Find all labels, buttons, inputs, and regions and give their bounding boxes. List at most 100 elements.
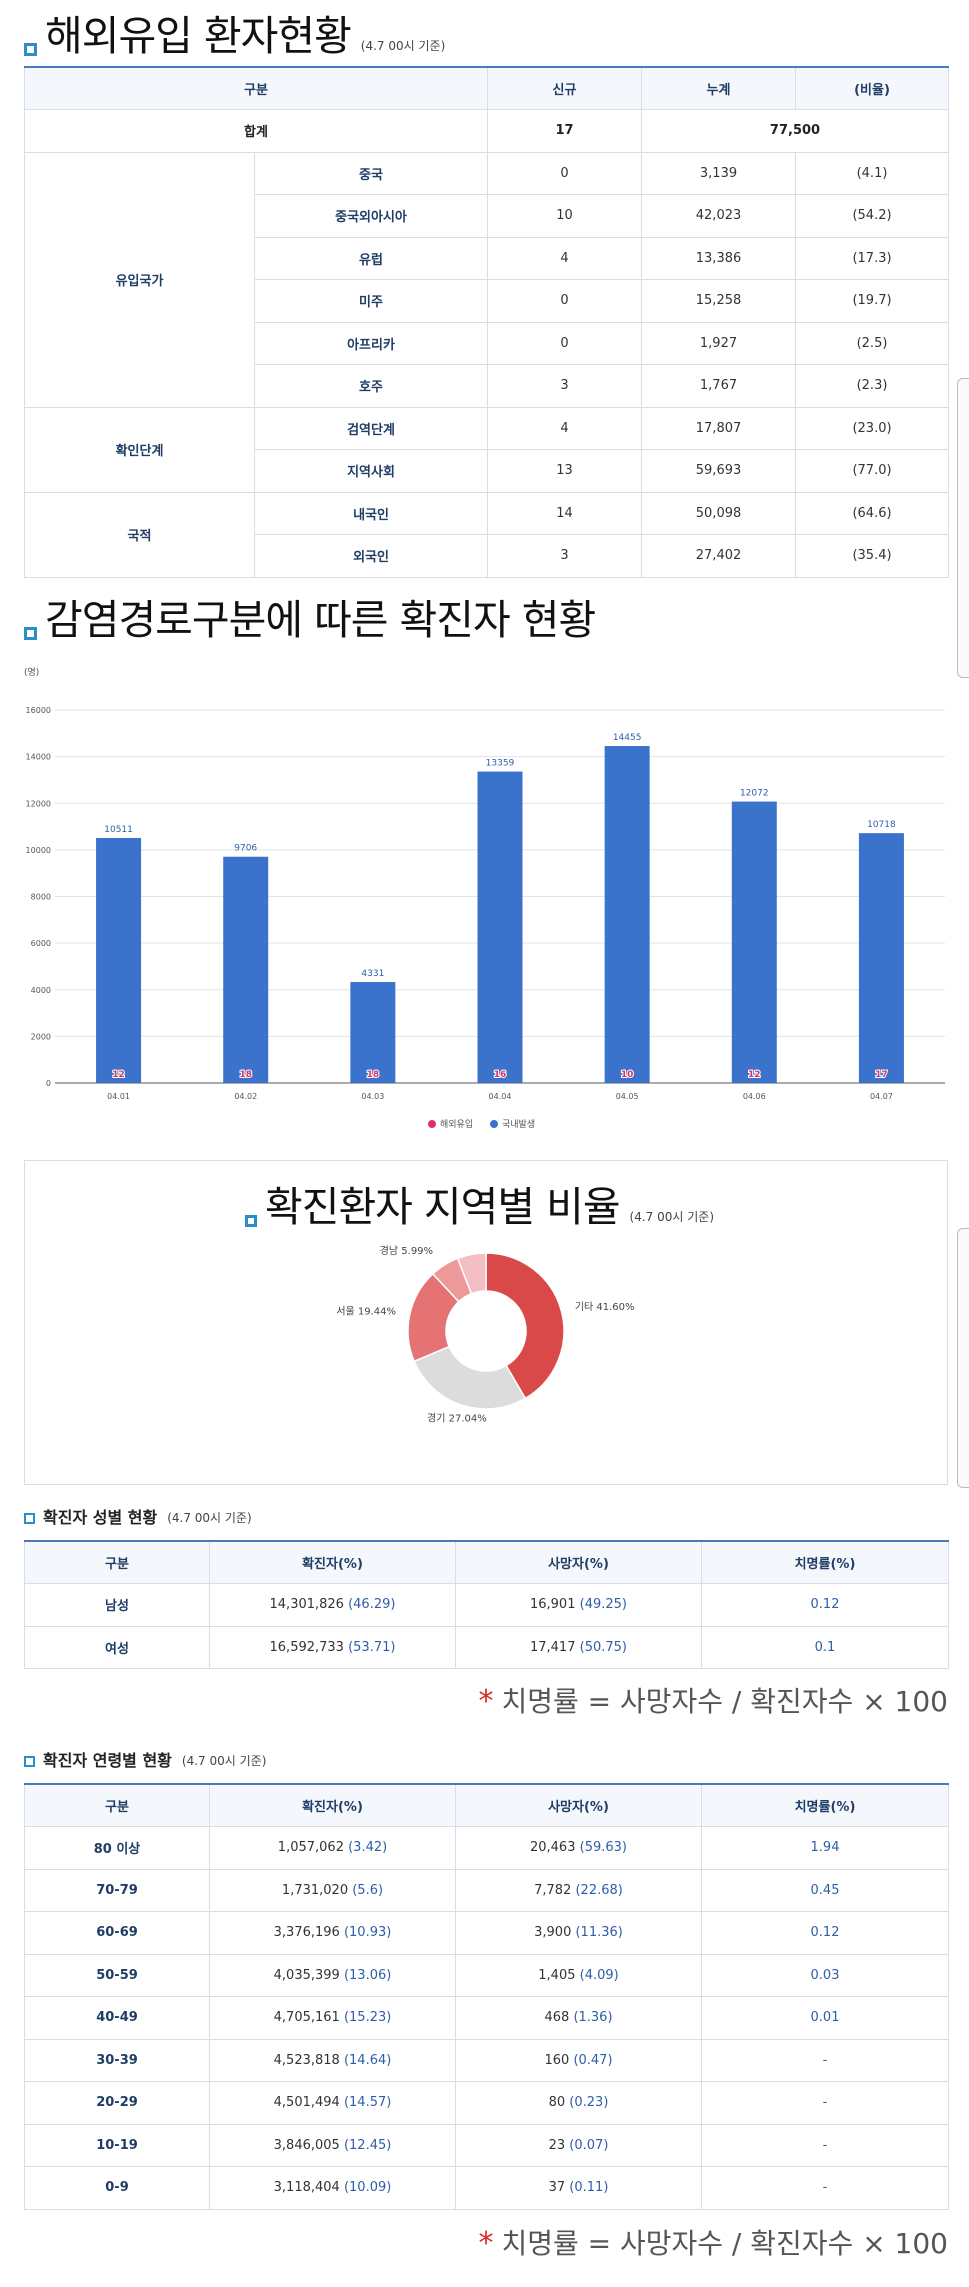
- legend-overseas-label: 해외유입: [440, 1118, 473, 1130]
- table-row: 70-79 1,731,020 (5.6) 7,782 (22.68) 0.45: [24, 1868, 949, 1912]
- legend-domestic-label: 국내발생: [502, 1119, 535, 1130]
- row-label: 80 이상: [24, 1826, 210, 1870]
- y-tick-label: 0: [46, 1079, 51, 1088]
- pie-slice-label: 경기 27.04%: [427, 1411, 487, 1424]
- cases-value: 1,731,020: [281, 1882, 349, 1898]
- row-new: 3: [487, 534, 643, 578]
- table-row: 확인단계 검역단계 4 17,807 (23.0): [24, 406, 950, 493]
- row-label: 중국: [253, 151, 489, 195]
- table-row: 40-49 4,705,161 (15.23) 468 (1.36) 0.01: [24, 1996, 949, 2040]
- cases-value: 4,705,161: [273, 2010, 340, 2026]
- cases-value: 4,501,494: [273, 2095, 340, 2111]
- table-row: 외국인 3 27,402 (35.4): [25, 534, 950, 578]
- formula-text: 치명률 = 사망자수 / 확진자수 × 100: [501, 2227, 948, 2260]
- row-ratio: (23.0): [795, 406, 950, 450]
- row-cases: 3,376,196 (10.93): [209, 1911, 456, 1955]
- table-row: 30-39 4,523,818 (14.64) 160 (0.47) -: [24, 2038, 949, 2082]
- pie-slice-label: 서울 19.44%: [336, 1306, 396, 1318]
- cases-value: 4,523,818: [273, 2052, 340, 2068]
- row-deaths: 468 (1.36): [455, 1996, 702, 2040]
- row-cases: 3,846,005 (12.45): [209, 2123, 456, 2167]
- deaths-percent: (49.25): [579, 1597, 627, 1613]
- row-deaths: 1,405 (4.09): [455, 1953, 702, 1997]
- row-cfr: -: [701, 2038, 949, 2082]
- total-row: 합계 17 77,500: [23, 109, 950, 153]
- x-tick-label: 04.02: [234, 1092, 257, 1101]
- row-new: 14: [487, 491, 643, 535]
- legend-overseas-icon: [428, 1120, 436, 1128]
- square-bullet-icon: [24, 627, 37, 640]
- row-deaths: 80 (0.23): [455, 2081, 702, 2125]
- route-section-title: 감염경로구분에 따른 확진자 현황: [24, 586, 596, 646]
- x-tick-label: 04.01: [107, 1092, 130, 1101]
- region-pie-note: (4.7 00시 기준): [629, 1210, 715, 1224]
- row-label: 20-29: [24, 2081, 210, 2125]
- table-row: 50-59 4,035,399 (13.06) 1,405 (4.09) 0.03: [24, 1953, 949, 1997]
- row-label: 내국인: [253, 491, 489, 535]
- gender-table: 구분 확진자(%) 사망자(%) 치명률(%) 남성 14,301,826 (46…: [24, 1540, 949, 1669]
- row-cases: 14,301,826 (46.29): [209, 1583, 456, 1627]
- age-title: 확진자 연령별 현황: [43, 1751, 172, 1770]
- y-tick-label: 2000: [31, 1032, 51, 1041]
- legend-domestic-icon: [490, 1120, 498, 1128]
- row-cfr: 1.94: [701, 1826, 949, 1870]
- overseas-value-label: 16: [494, 1070, 507, 1080]
- row-cases: 16,592,733 (53.71): [209, 1625, 456, 1669]
- row-label: 외국인: [253, 534, 489, 578]
- row-deaths: 16,901 (49.25): [455, 1583, 702, 1627]
- y-tick-label: 6000: [31, 939, 51, 948]
- bar-domestic: [96, 837, 142, 1083]
- y-axis-label: (명): [24, 667, 39, 678]
- deaths-percent: (4.09): [579, 1967, 619, 1983]
- cases-percent: (12.45): [343, 2137, 392, 2153]
- row-cum: 15,258: [641, 279, 797, 323]
- row-new: 4: [487, 406, 643, 450]
- bar-domestic: [350, 982, 396, 1083]
- row-label: 중국외아시아: [253, 194, 489, 238]
- header-deaths: 사망자(%): [455, 1540, 702, 1584]
- overseas-value-label: 18: [367, 1070, 380, 1080]
- deaths-value: 1,405: [538, 1967, 576, 1983]
- header-cases: 확진자(%): [209, 1783, 456, 1827]
- overseas-title: 해외유입 환자현황: [45, 12, 352, 60]
- row-label: 남성: [24, 1583, 210, 1627]
- bar-value-label: 4331: [361, 969, 384, 979]
- deaths-percent: (0.07): [569, 2137, 609, 2153]
- cases-percent: (5.6): [352, 1882, 384, 1898]
- table-row: 유럽 4 13,386 (17.3): [25, 236, 950, 280]
- group-label: 국적: [24, 491, 255, 578]
- row-new: 0: [487, 321, 643, 365]
- deaths-value: 160: [544, 2052, 570, 2068]
- header-cfr: 치명률(%): [701, 1783, 949, 1827]
- deaths-value: 23: [548, 2137, 566, 2153]
- header-category: 구분: [23, 66, 489, 110]
- group-label: 유입국가: [24, 151, 255, 408]
- deaths-value: 16,901: [529, 1597, 576, 1613]
- total-cum: 77,500: [641, 109, 950, 153]
- row-label: 지역사회: [253, 449, 489, 493]
- row-cases: 4,035,399 (13.06): [209, 1953, 456, 1997]
- row-cases: 1,057,062 (3.42): [209, 1826, 456, 1870]
- scrollbar-handle[interactable]: [957, 378, 969, 678]
- gender-title: 확진자 성별 현황: [43, 1508, 158, 1527]
- row-ratio: (4.1): [795, 151, 950, 195]
- overseas-value-label: 18: [239, 1070, 252, 1080]
- square-bullet-icon: [245, 1215, 257, 1227]
- row-deaths: 17,417 (50.75): [455, 1625, 702, 1669]
- header-new: 신규: [487, 66, 643, 110]
- row-label: 검역단계: [253, 406, 489, 450]
- scrollbar-handle[interactable]: [957, 1228, 969, 1488]
- deaths-value: 17,417: [529, 1639, 576, 1655]
- x-tick-label: 04.06: [743, 1092, 766, 1101]
- row-label: 유럽: [253, 236, 489, 280]
- deaths-value: 80: [548, 2095, 566, 2111]
- cases-value: 16,592,733: [269, 1639, 344, 1655]
- row-ratio: (2.5): [795, 321, 950, 365]
- row-label: 50-59: [24, 1953, 210, 1997]
- row-deaths: 7,782 (22.68): [455, 1868, 702, 1912]
- deaths-percent: (11.36): [575, 1925, 623, 1941]
- row-ratio: (35.4): [795, 534, 950, 578]
- row-cfr: 0.1: [701, 1625, 949, 1669]
- row-deaths: 3,900 (11.36): [455, 1911, 702, 1955]
- row-deaths: 23 (0.07): [455, 2123, 702, 2167]
